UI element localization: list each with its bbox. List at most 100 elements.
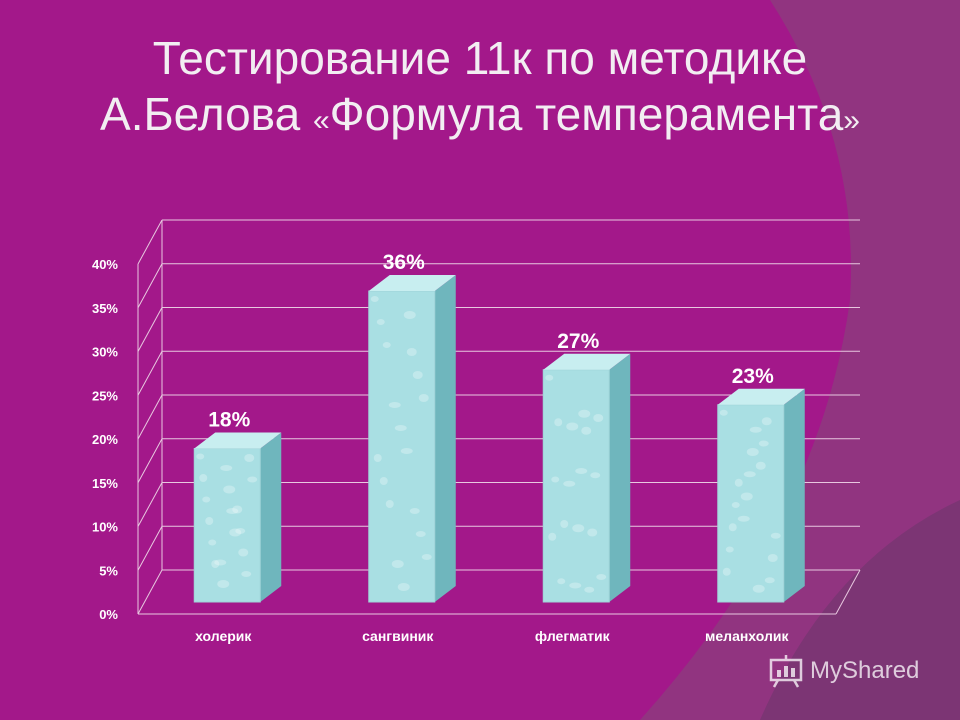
bar-texture-drop xyxy=(244,454,255,462)
bar-texture-drop xyxy=(247,476,258,483)
floor-right-edge xyxy=(835,569,861,615)
bar-texture-drop xyxy=(385,500,394,508)
bar-texture-drop xyxy=(758,440,769,447)
bar-texture-drop xyxy=(590,472,601,479)
bar xyxy=(193,448,261,603)
quote-close: » xyxy=(843,104,860,137)
bar-texture-drop xyxy=(382,342,391,348)
bar-texture-drop xyxy=(238,548,249,557)
bar-texture-drop xyxy=(764,577,775,584)
bar-texture-drop xyxy=(208,539,217,546)
quote-open: « xyxy=(312,104,330,137)
bar-texture-drop xyxy=(226,508,239,514)
bar-texture-drop xyxy=(593,414,604,422)
y-tick-label: 0% xyxy=(99,607,118,622)
bar-texture-drop xyxy=(418,394,429,402)
title-line-2: А.Белова «Формула темперамента» xyxy=(40,86,920,149)
bar-texture-drop xyxy=(548,532,557,541)
bar xyxy=(717,404,785,603)
y-tick-label: 25% xyxy=(92,388,118,403)
x-category-label: сангвиник xyxy=(362,628,434,644)
bar-texture-drop xyxy=(397,583,410,591)
bar-texture-drop xyxy=(596,574,607,580)
side-gridline xyxy=(137,569,163,615)
bar-side xyxy=(260,432,282,602)
bar-texture-drop xyxy=(566,422,579,431)
y-tick-label: 40% xyxy=(92,257,118,272)
bar-texture-drop xyxy=(220,465,233,471)
bar-texture-drop xyxy=(575,468,588,474)
bar-texture-drop xyxy=(412,371,423,379)
side-gridline xyxy=(137,351,163,396)
bar-texture-drop xyxy=(388,402,401,408)
bar-texture-drop xyxy=(569,582,582,589)
x-category-label: флегматик xyxy=(535,628,611,644)
watermark: MyShared xyxy=(768,654,919,688)
y-tick-label: 5% xyxy=(99,563,118,578)
bar-texture-drop xyxy=(746,448,759,456)
side-gridline xyxy=(137,307,163,352)
bar-texture-drop xyxy=(421,554,432,560)
bar-texture-drop xyxy=(554,418,563,427)
title-author: А.Белова xyxy=(100,88,313,140)
bar-texture-drop xyxy=(719,409,728,416)
bar-texture-drop xyxy=(722,567,731,576)
bar-texture-drop xyxy=(370,296,379,302)
bar-texture-drop xyxy=(196,453,205,460)
title-method: Формула темперамента xyxy=(329,88,844,140)
bar-texture-drop xyxy=(199,474,208,482)
side-gridline xyxy=(137,394,163,440)
slide-title: Тестирование 11к по методике А.Белова «Ф… xyxy=(40,30,920,149)
y-tick-label: 30% xyxy=(92,345,118,360)
bar-texture-drop xyxy=(551,476,560,483)
bar-side xyxy=(783,388,805,602)
bar-texture-drop xyxy=(409,508,420,514)
bar-texture-drop xyxy=(391,560,404,568)
data-label: 27% xyxy=(557,330,599,353)
presentation-board-icon xyxy=(769,655,803,688)
bar-texture-drop xyxy=(563,480,576,487)
bar-texture-drop xyxy=(740,492,753,501)
bar-texture-drop xyxy=(406,348,417,356)
data-label: 18% xyxy=(208,409,250,432)
bar-texture-drop xyxy=(560,520,569,528)
bar-texture-drop xyxy=(376,319,385,325)
bar-texture-drop xyxy=(557,578,566,585)
bar-texture-drop xyxy=(572,524,585,533)
bar-texture-drop xyxy=(223,485,236,494)
bar-texture-drop xyxy=(587,528,598,537)
bar-side xyxy=(434,275,456,602)
y-tick-label: 15% xyxy=(92,476,118,491)
bar-side xyxy=(609,353,631,602)
bar-texture-drop xyxy=(229,528,242,537)
bar-texture-drop xyxy=(400,448,413,454)
bar-texture-drop xyxy=(232,505,243,514)
bar-texture-drop xyxy=(415,531,426,537)
x-category-label: холерик xyxy=(195,628,252,644)
bar-texture-drop xyxy=(235,528,246,534)
x-category-label: меланхолик xyxy=(705,628,789,644)
bar-texture-drop xyxy=(584,586,595,593)
bar-texture-drop xyxy=(205,517,214,525)
bar-texture-drop xyxy=(761,417,772,426)
y-tick-label: 35% xyxy=(92,301,118,316)
side-gridline xyxy=(137,526,163,571)
bar-top xyxy=(717,388,805,405)
data-label: 36% xyxy=(383,251,425,274)
bar-texture-drop xyxy=(770,532,781,539)
bar-texture-drop xyxy=(214,559,227,566)
bar-texture-drop xyxy=(545,374,554,381)
bar-top xyxy=(194,432,282,449)
bar-texture-drop xyxy=(734,478,743,487)
bar xyxy=(542,369,610,603)
bar-texture-drop xyxy=(767,554,778,562)
title-line-1: Тестирование 11к по методике xyxy=(152,32,808,84)
bar-texture-drop xyxy=(728,523,737,532)
bar-texture-drop xyxy=(737,515,750,522)
bar-texture-drop xyxy=(581,426,592,435)
bar xyxy=(368,290,436,603)
y-tick-label: 20% xyxy=(92,432,118,447)
